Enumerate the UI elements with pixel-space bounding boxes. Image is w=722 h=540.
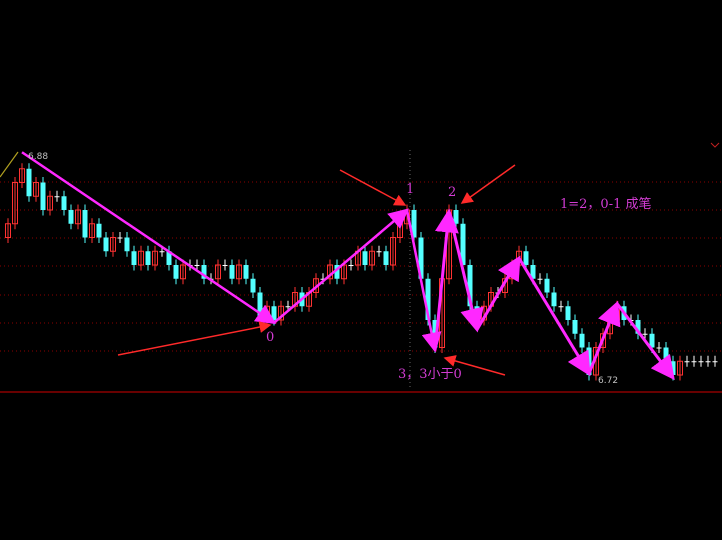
candle-body-down bbox=[663, 347, 669, 362]
candle-body-flat bbox=[117, 237, 123, 239]
candle-body-down bbox=[453, 210, 459, 224]
candle-body-down bbox=[411, 210, 417, 238]
candle-body-flat bbox=[376, 251, 382, 253]
stroke-lines bbox=[21, 151, 675, 381]
candle-body-down bbox=[166, 251, 172, 265]
candle-body-flat bbox=[537, 278, 543, 280]
candle-body-down bbox=[26, 168, 32, 197]
candle-body-flat bbox=[691, 361, 697, 363]
candle-body-down bbox=[425, 278, 431, 320]
red-arrow bbox=[117, 321, 272, 356]
prior-stroke-line bbox=[0, 151, 19, 178]
candle-body-down bbox=[124, 237, 130, 252]
candle-body-up bbox=[138, 250, 144, 266]
candle-body-flat bbox=[558, 306, 564, 308]
label-point-2: 2 bbox=[448, 185, 456, 200]
red-arrow bbox=[460, 164, 516, 204]
candle-body-down bbox=[334, 265, 340, 279]
candle-body-flat bbox=[285, 306, 291, 308]
stroke-segment bbox=[405, 209, 442, 353]
candle-body-down bbox=[551, 292, 557, 307]
candle-body-flat bbox=[698, 361, 704, 363]
candle-body-flat bbox=[684, 361, 690, 363]
candle-body-flat bbox=[656, 347, 662, 349]
label-point-0: 0 bbox=[266, 330, 274, 345]
stroke-segment bbox=[587, 300, 621, 375]
candle-body-flat bbox=[222, 265, 228, 266]
candle-body-up bbox=[152, 250, 158, 266]
candle-body-down bbox=[418, 237, 424, 279]
candle-body-up bbox=[215, 264, 221, 280]
candle-body-down bbox=[61, 196, 67, 210]
candle-body-up bbox=[369, 250, 375, 266]
candle-body-down bbox=[201, 265, 207, 279]
red-arrow bbox=[443, 355, 506, 376]
candle-body-up bbox=[677, 360, 683, 376]
candle-body-down bbox=[362, 251, 368, 265]
candle-body-flat bbox=[320, 278, 326, 280]
candle-body-up bbox=[33, 182, 39, 197]
red-arrows bbox=[117, 164, 516, 376]
stroke-segment bbox=[273, 208, 409, 324]
candle-body-up bbox=[12, 182, 18, 225]
candle-body-down bbox=[271, 306, 277, 320]
candle-body-up bbox=[236, 264, 242, 280]
candle-body-flat bbox=[194, 265, 200, 266]
grid-lines bbox=[0, 181, 722, 352]
candle-body-flat bbox=[712, 361, 718, 363]
candle-body-down bbox=[145, 251, 151, 265]
candle-body-down bbox=[383, 251, 389, 265]
candle-body-down bbox=[670, 361, 676, 375]
stroke-segment bbox=[475, 255, 521, 331]
candle-body-down bbox=[572, 320, 578, 334]
red-arrow bbox=[339, 169, 407, 206]
candle-body-down bbox=[68, 210, 74, 224]
candle-body-up bbox=[600, 333, 606, 348]
candle-body-down bbox=[96, 223, 102, 238]
candle-body-down bbox=[649, 333, 655, 348]
candle-body-up bbox=[390, 237, 396, 266]
stroke-segment bbox=[447, 211, 484, 333]
candle-body-down bbox=[250, 278, 256, 293]
candle-body-down bbox=[40, 182, 46, 210]
candle-body-up bbox=[110, 237, 116, 252]
candle-body-down bbox=[544, 278, 550, 293]
high-price-label: 6.88 bbox=[28, 152, 48, 162]
candle-body-down bbox=[131, 251, 137, 265]
candle-body-down bbox=[460, 223, 466, 265]
candle-body-flat bbox=[642, 333, 648, 335]
stroke-segment bbox=[433, 208, 459, 351]
candle-body-down bbox=[243, 265, 249, 279]
rule-annotation: 1=2，0-1 成笔 bbox=[560, 196, 652, 212]
candle-body-down bbox=[82, 210, 88, 238]
candle-body-up bbox=[5, 223, 11, 238]
candles bbox=[5, 163, 718, 381]
candle-body-up bbox=[19, 168, 25, 183]
candle-body-down bbox=[530, 265, 536, 279]
candle-body-down bbox=[467, 265, 473, 307]
candle-body-up bbox=[47, 195, 53, 211]
candle-body-up bbox=[180, 264, 186, 280]
candle-body-flat bbox=[348, 265, 354, 266]
candle-body-flat bbox=[705, 361, 711, 363]
candle-body-up bbox=[75, 209, 81, 225]
label-point-1: 1 bbox=[406, 182, 414, 197]
candle-body-down bbox=[173, 265, 179, 279]
stroke-segment bbox=[21, 151, 277, 325]
candle-body-down bbox=[523, 251, 529, 265]
candle-body-up bbox=[89, 223, 95, 238]
collapse-chevron-icon[interactable] bbox=[710, 142, 720, 148]
stroke-segment bbox=[517, 257, 591, 377]
low-price-label: 6.72 bbox=[598, 376, 618, 386]
candle-body-flat bbox=[54, 196, 60, 198]
candle-body-down bbox=[565, 306, 571, 320]
candle-body-down bbox=[635, 320, 641, 334]
candle-body-down bbox=[579, 333, 585, 348]
stroke-segment bbox=[615, 302, 675, 381]
label-point-3: 3，3小于0 bbox=[398, 367, 462, 382]
candle-body-down bbox=[103, 237, 109, 252]
candle-body-down bbox=[229, 265, 235, 279]
candle-body-flat bbox=[159, 251, 165, 253]
